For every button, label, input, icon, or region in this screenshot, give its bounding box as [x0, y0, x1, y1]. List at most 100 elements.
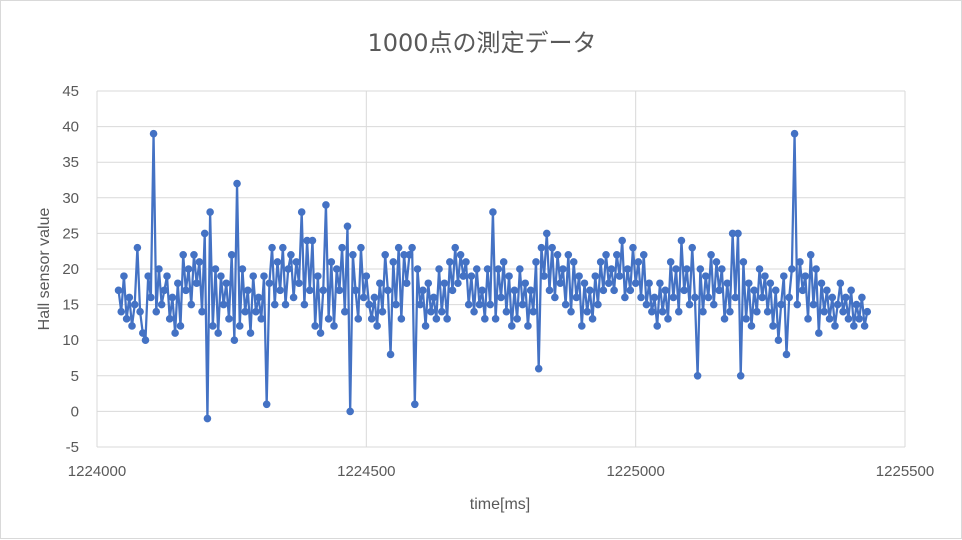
- y-tick-label: 10: [62, 332, 79, 349]
- data-point: [349, 250, 357, 259]
- data-point: [820, 307, 829, 316]
- data-point: [631, 279, 640, 288]
- data-point: [580, 279, 589, 288]
- data-point: [227, 250, 236, 259]
- data-point: [556, 279, 565, 288]
- data-point: [481, 315, 489, 323]
- data-point: [648, 307, 656, 316]
- data-point: [147, 293, 155, 302]
- data-point: [174, 279, 182, 288]
- data-point: [260, 272, 268, 280]
- data-point: [373, 322, 381, 330]
- x-tick-label: 1225000: [606, 463, 664, 480]
- data-point: [117, 307, 126, 316]
- data-point: [850, 322, 858, 330]
- data-point: [809, 300, 818, 309]
- data-point: [666, 258, 675, 266]
- data-point: [279, 243, 287, 252]
- data-point: [176, 322, 185, 330]
- data-point: [249, 272, 258, 280]
- data-point: [828, 293, 837, 302]
- data-point: [788, 265, 796, 273]
- data-point: [386, 350, 395, 359]
- data-point: [623, 265, 632, 273]
- data-point: [739, 258, 748, 266]
- data-point: [141, 336, 150, 345]
- data-point: [136, 307, 144, 316]
- data-point: [839, 307, 847, 316]
- data-point: [712, 258, 721, 266]
- data-point: [777, 300, 785, 309]
- data-point: [225, 315, 233, 323]
- data-point: [860, 322, 869, 330]
- data-point: [284, 265, 293, 273]
- data-point: [394, 243, 403, 252]
- data-point: [276, 286, 284, 295]
- data-point: [650, 293, 659, 302]
- data-point: [429, 293, 438, 302]
- data-point: [319, 286, 328, 295]
- data-point: [858, 293, 866, 302]
- data-point: [769, 322, 777, 330]
- data-point: [335, 286, 344, 295]
- data-point: [405, 250, 414, 259]
- data-point: [798, 286, 807, 295]
- data-point: [567, 307, 575, 316]
- data-point: [804, 315, 812, 323]
- data-point: [674, 307, 683, 316]
- data-point: [542, 229, 551, 238]
- data-point: [402, 279, 411, 288]
- data-point: [817, 279, 826, 288]
- data-point: [211, 265, 220, 273]
- data-point: [618, 236, 627, 245]
- data-point: [424, 279, 433, 288]
- data-point: [128, 322, 136, 330]
- data-point: [763, 307, 772, 316]
- data-point: [526, 286, 535, 295]
- data-point: [308, 236, 317, 245]
- data-point: [152, 307, 161, 316]
- data-point: [658, 307, 667, 316]
- data-point: [370, 293, 379, 302]
- data-point: [322, 201, 330, 209]
- data-point: [688, 243, 697, 252]
- data-point: [219, 300, 228, 309]
- data-point: [707, 250, 715, 259]
- data-point: [144, 272, 152, 280]
- data-point: [462, 258, 470, 266]
- data-point: [454, 279, 462, 288]
- data-point: [613, 250, 621, 259]
- data-point: [736, 372, 745, 380]
- data-point: [569, 258, 578, 266]
- data-point: [588, 315, 597, 323]
- data-point: [376, 279, 384, 288]
- data-point: [516, 265, 524, 273]
- data-point: [774, 336, 783, 345]
- data-point: [656, 279, 664, 288]
- data-point: [456, 250, 465, 259]
- data-point: [416, 300, 425, 309]
- data-point: [599, 286, 608, 295]
- data-point: [195, 258, 204, 266]
- data-point: [351, 286, 360, 295]
- data-point: [497, 293, 505, 302]
- data-point: [758, 293, 767, 302]
- x-tick-label: 1225500: [876, 463, 934, 480]
- data-point: [200, 229, 209, 238]
- data-point: [187, 300, 196, 309]
- data-point: [411, 400, 419, 409]
- data-point: [691, 293, 699, 302]
- y-tick-label: 30: [62, 190, 79, 207]
- data-point: [478, 286, 486, 295]
- data-point: [198, 307, 206, 316]
- data-point: [362, 272, 371, 280]
- data-point: [841, 293, 850, 302]
- data-point: [677, 236, 686, 245]
- data-point: [524, 322, 532, 330]
- data-point: [346, 407, 354, 416]
- data-point: [629, 243, 637, 252]
- data-point: [392, 300, 400, 309]
- data-point: [537, 243, 546, 252]
- data-point: [831, 322, 839, 330]
- x-tick-label: 1224000: [68, 463, 126, 480]
